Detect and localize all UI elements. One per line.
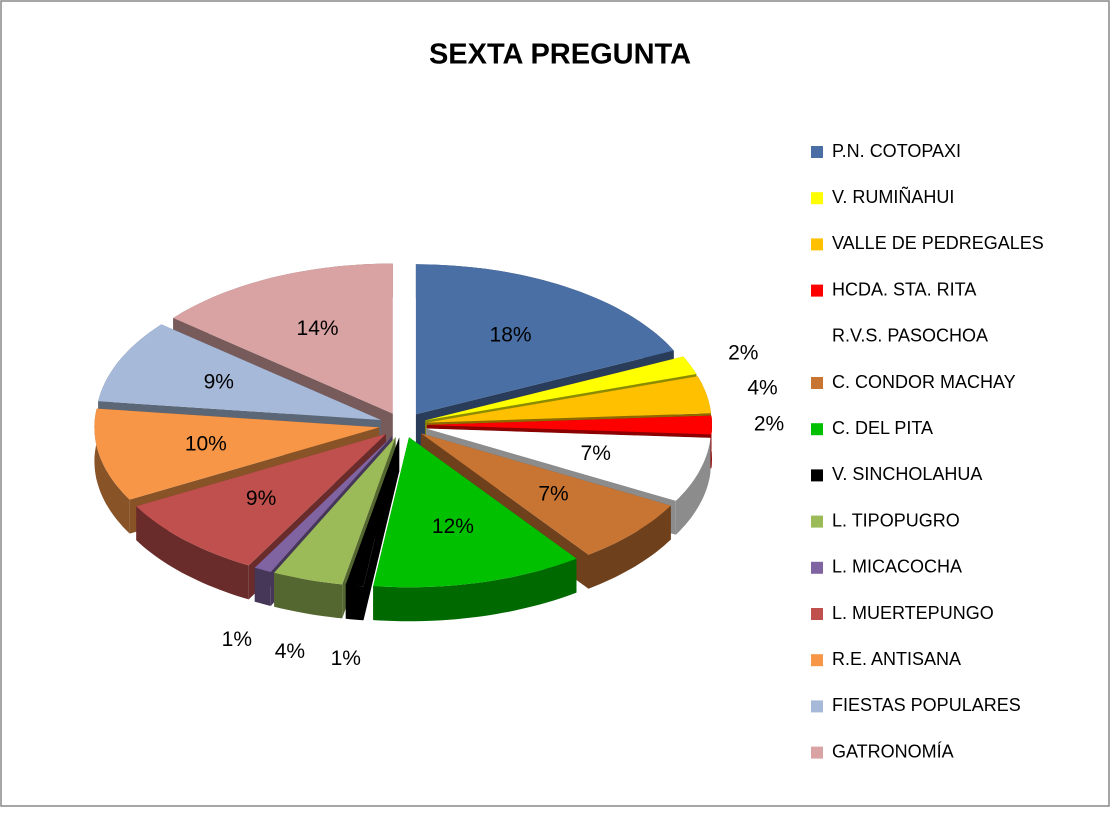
legend-label: L. MUERTEPUNGO — [832, 603, 994, 623]
legend-swatch — [811, 515, 823, 528]
legend-swatch — [811, 284, 823, 297]
data-label: 2% — [728, 342, 758, 365]
slice-top — [274, 437, 396, 585]
legend-label: L. MICACOCHA — [832, 557, 962, 577]
data-label: 9% — [246, 487, 276, 510]
legend-label: V. SINCHOLAHUA — [832, 464, 982, 484]
legend-swatch — [811, 238, 823, 251]
legend-label: HCDA. STA. RITA — [832, 279, 976, 299]
chart-title: SEXTA PREGUNTA — [429, 39, 691, 71]
data-label: 14% — [297, 317, 339, 340]
slice-top — [426, 376, 711, 423]
slice-side — [136, 506, 249, 600]
slice-side — [675, 437, 711, 535]
slice-top — [94, 408, 380, 500]
legend-swatch — [811, 192, 823, 205]
slice-top — [373, 437, 577, 588]
slice-side — [588, 505, 671, 589]
legend-label: R.E. ANTISANA — [832, 649, 961, 669]
data-label: 7% — [538, 482, 568, 505]
legend-label: FIESTAS POPULARES — [832, 695, 1021, 715]
legend-label: GATRONOMÍA — [832, 741, 954, 761]
data-label: 9% — [204, 371, 234, 394]
slice-side — [345, 584, 364, 621]
data-label: 1% — [222, 628, 252, 651]
legend-label: L. TIPOPUGRO — [832, 510, 960, 530]
pie-slice — [373, 437, 577, 622]
slice-top — [425, 356, 697, 421]
data-label: 4% — [747, 376, 777, 399]
data-label: 10% — [185, 432, 227, 455]
legend-swatch — [811, 561, 823, 574]
legend-swatch — [811, 469, 823, 482]
slice-top — [415, 264, 674, 415]
pie-slice — [345, 437, 400, 621]
slice-top — [345, 437, 400, 587]
slice-top — [426, 428, 711, 501]
legend-label: VALLE DE PEDREGALES — [832, 233, 1044, 253]
slice-top — [427, 415, 712, 435]
slice-top — [421, 433, 671, 555]
legend-swatch — [811, 654, 823, 667]
data-label: 18% — [490, 323, 532, 346]
legend-swatch — [811, 377, 823, 389]
slice-side — [274, 572, 343, 619]
data-label: 2% — [754, 413, 784, 436]
legend-label: R.V.S. PASOCHOA — [832, 326, 988, 346]
legend-label: C. DEL PITA — [832, 418, 933, 438]
legend-label: V. RUMIÑAHUI — [832, 186, 954, 207]
legend-swatch — [811, 330, 823, 343]
legend-swatch — [811, 423, 823, 436]
legend-swatch — [811, 146, 823, 158]
data-label: 7% — [581, 442, 611, 465]
slice-side — [373, 558, 577, 622]
slice-top — [136, 433, 386, 566]
slice-top — [173, 263, 393, 414]
legend-swatch — [811, 700, 823, 713]
slice-top — [254, 436, 393, 572]
data-label: 12% — [432, 515, 474, 538]
legend-swatch — [811, 608, 823, 620]
data-label: 1% — [331, 647, 361, 670]
legend-label: P.N. COTOPAXI — [832, 141, 961, 161]
slice-side — [94, 408, 130, 534]
slice-top — [98, 324, 381, 420]
legend-swatch — [811, 746, 823, 759]
slice-side — [254, 567, 271, 606]
data-label: 4% — [275, 640, 305, 663]
legend-label: C. CONDOR MACHAY — [832, 372, 1016, 392]
